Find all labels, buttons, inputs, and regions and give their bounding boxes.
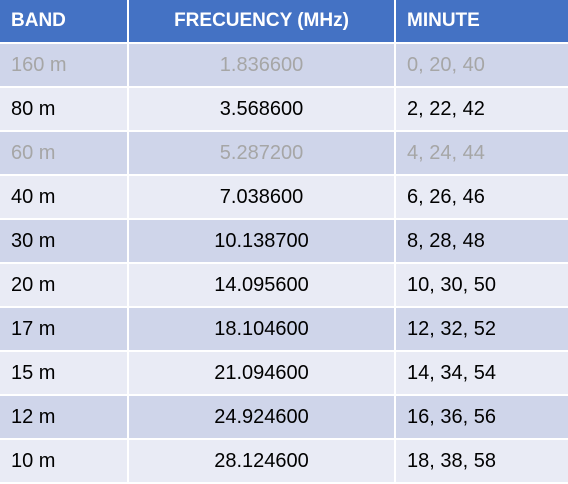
cell-band: 30 m — [0, 220, 129, 264]
cell-band: 15 m — [0, 352, 129, 396]
cell-minute: 10, 30, 50 — [396, 264, 568, 308]
header-band: BAND — [0, 0, 129, 44]
cell-band: 10 m — [0, 440, 129, 484]
cell-minute: 2, 22, 42 — [396, 88, 568, 132]
cell-minute: 4, 24, 44 — [396, 132, 568, 176]
cell-frequency: 18.104600 — [129, 308, 396, 352]
cell-frequency: 5.287200 — [129, 132, 396, 176]
cell-minute: 16, 36, 56 — [396, 396, 568, 440]
cell-frequency: 28.124600 — [129, 440, 396, 484]
header-frequency: FRECUENCY (MHz) — [129, 0, 396, 44]
cell-band: 160 m — [0, 44, 129, 88]
cell-minute: 12, 32, 52 — [396, 308, 568, 352]
cell-band: 20 m — [0, 264, 129, 308]
cell-minute: 8, 28, 48 — [396, 220, 568, 264]
cell-minute: 14, 34, 54 — [396, 352, 568, 396]
cell-frequency: 24.924600 — [129, 396, 396, 440]
cell-frequency: 7.038600 — [129, 176, 396, 220]
cell-band: 17 m — [0, 308, 129, 352]
cell-band: 80 m — [0, 88, 129, 132]
header-minute: MINUTE — [396, 0, 568, 44]
cell-frequency: 1.836600 — [129, 44, 396, 88]
cell-band: 12 m — [0, 396, 129, 440]
cell-frequency: 3.568600 — [129, 88, 396, 132]
cell-minute: 18, 38, 58 — [396, 440, 568, 484]
cell-minute: 0, 20, 40 — [396, 44, 568, 88]
cell-frequency: 10.138700 — [129, 220, 396, 264]
cell-frequency: 21.094600 — [129, 352, 396, 396]
cell-minute: 6, 26, 46 — [396, 176, 568, 220]
cell-band: 40 m — [0, 176, 129, 220]
cell-band: 60 m — [0, 132, 129, 176]
cell-frequency: 14.095600 — [129, 264, 396, 308]
